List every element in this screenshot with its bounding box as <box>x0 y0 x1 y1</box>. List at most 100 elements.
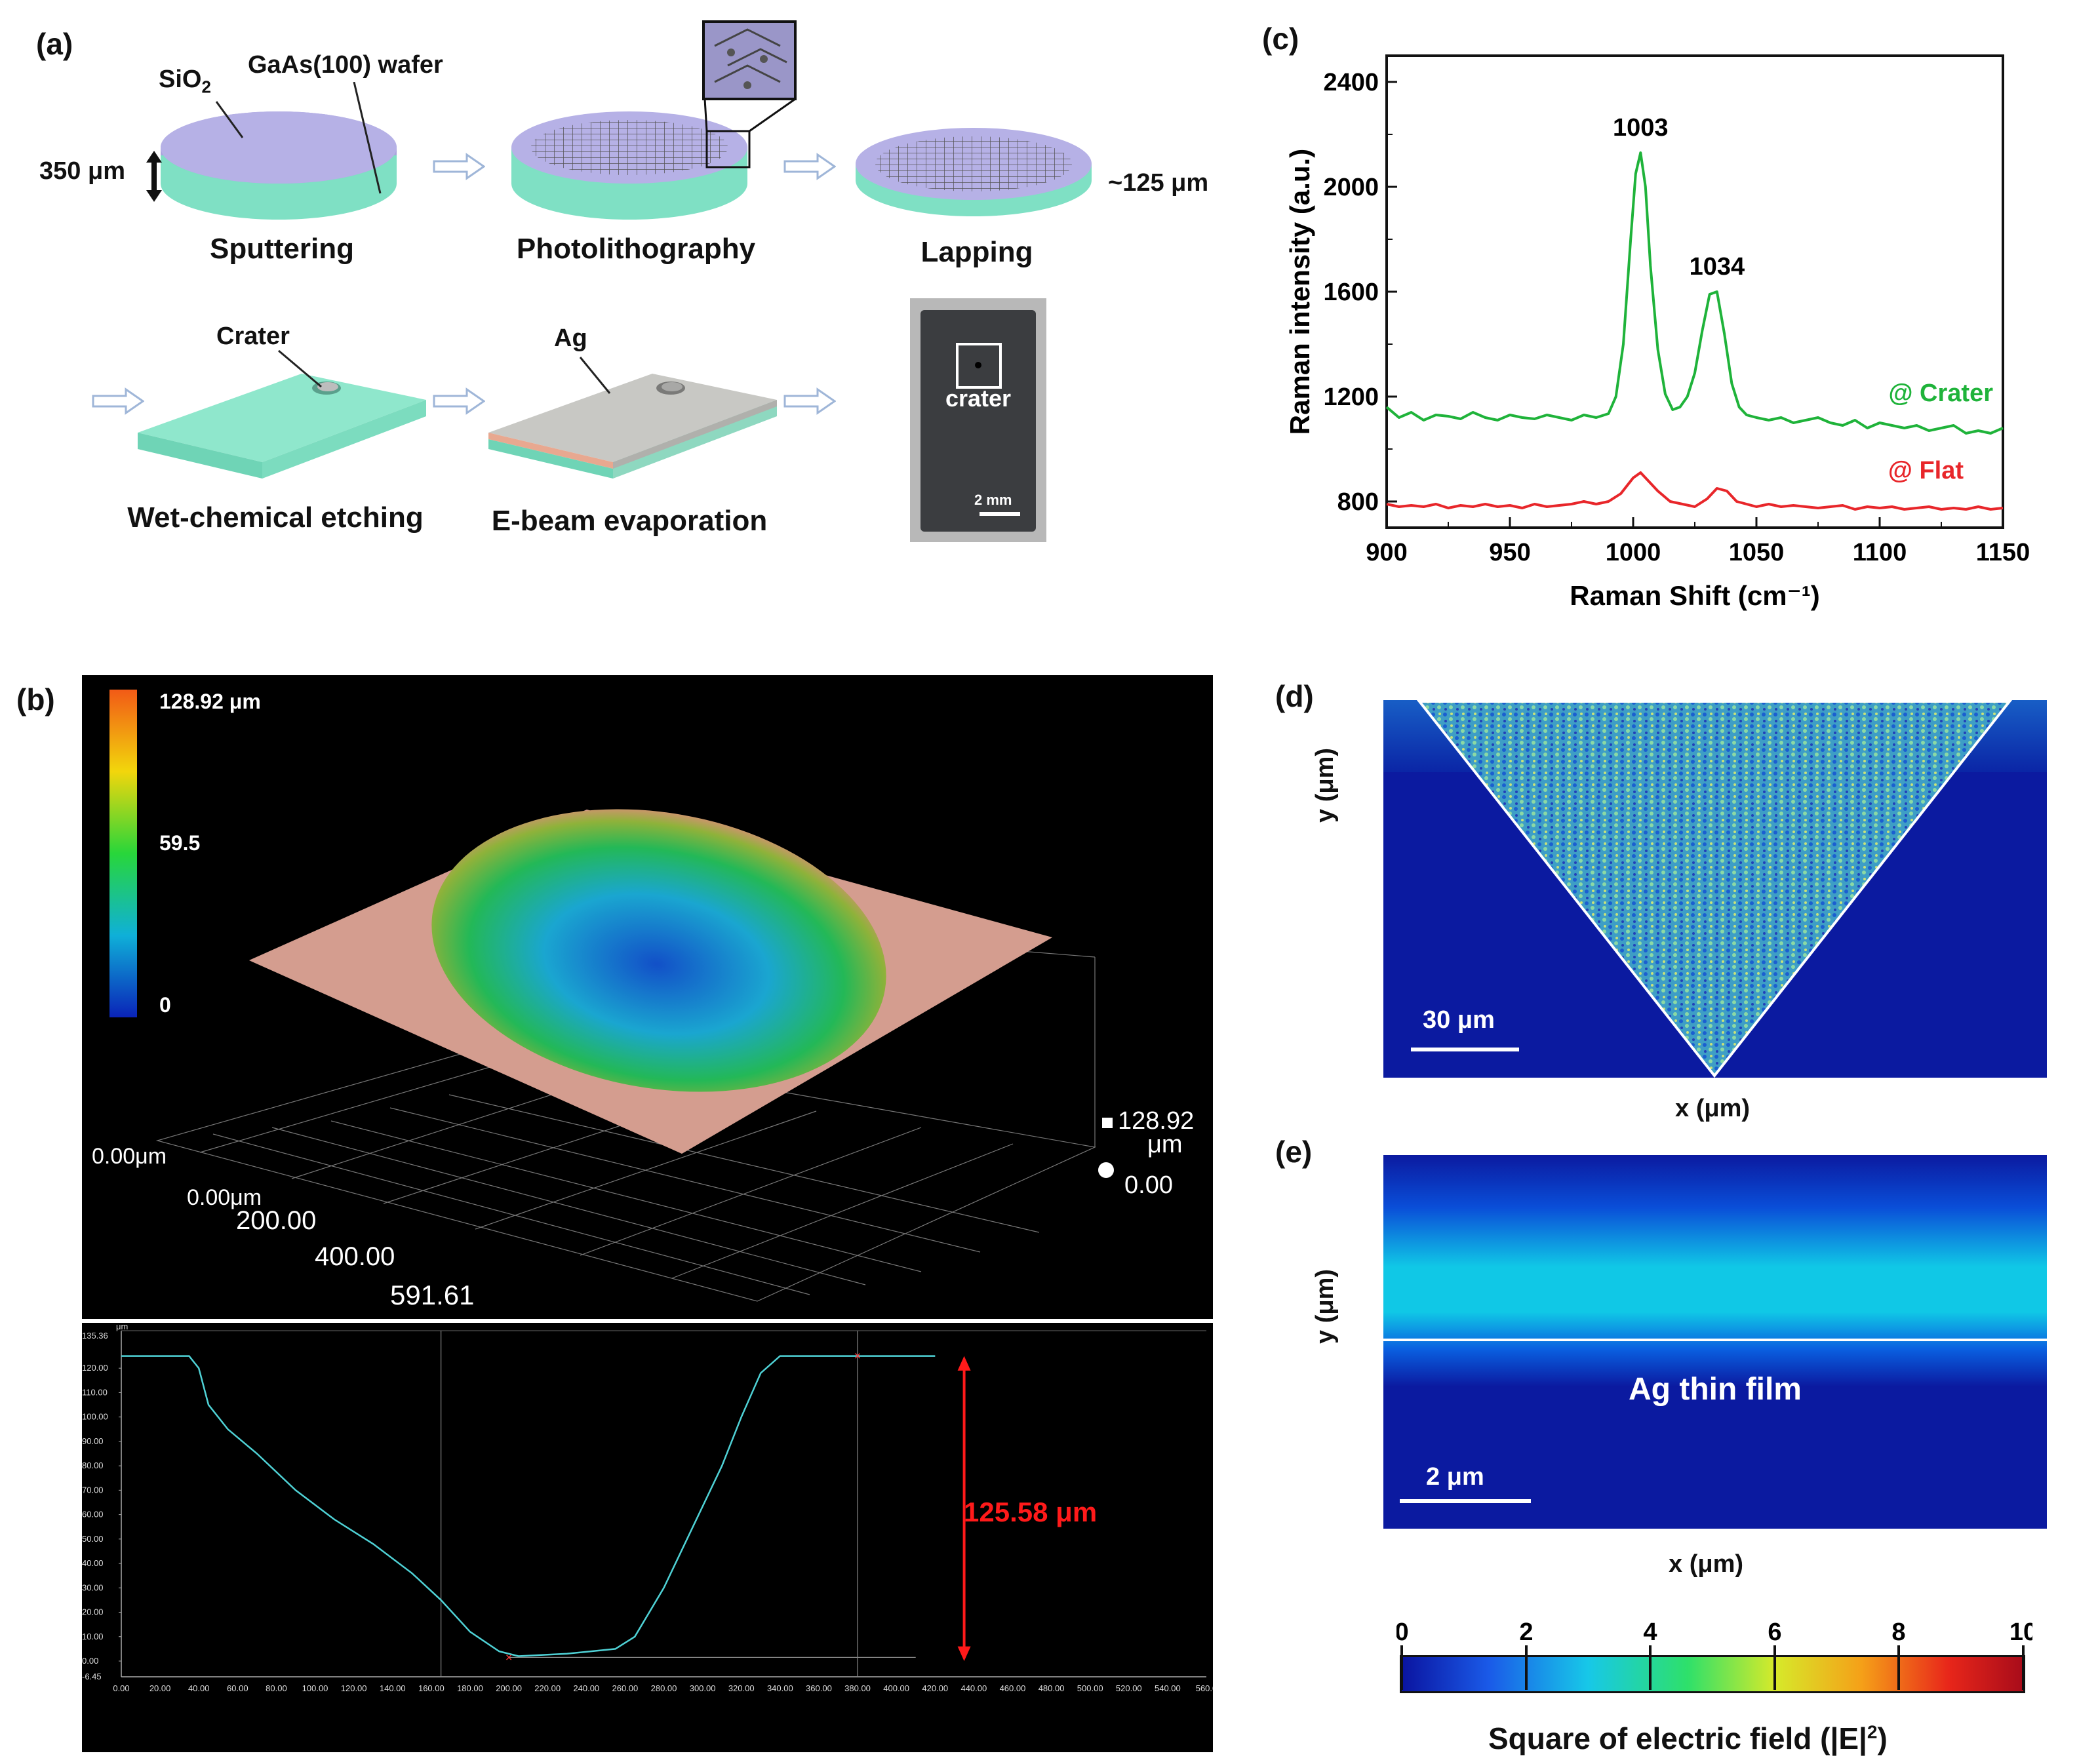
surface-3d-view: 128.92 μm 59.5 0 <box>82 675 1213 1319</box>
step-ebeam: E-beam evaporation <box>491 505 768 537</box>
profile-x-tick: 280.00 <box>651 1683 677 1693</box>
photo-scalebar <box>980 512 1020 516</box>
panel-e-label: (e) <box>1275 1135 1313 1169</box>
wafer-disk-patterned <box>511 111 747 220</box>
profile-x-tick: 160.00 <box>418 1683 445 1693</box>
profile-x-tick: 500.00 <box>1077 1683 1103 1693</box>
cb-tick-8: 8 <box>1891 1618 1905 1646</box>
panel-d-scalebar: 30 μm <box>1423 1006 1495 1034</box>
cb-tick-6: 6 <box>1768 1618 1781 1646</box>
axis-tick-400: 400.00 <box>315 1242 395 1271</box>
panel-a-label: (a) <box>36 27 73 61</box>
height-colorbar <box>109 690 137 1017</box>
panel-e-scalebar: 2 μm <box>1426 1463 1484 1491</box>
profile-y-tick: 120.00 <box>82 1363 108 1373</box>
sio2-label: SiO <box>159 66 202 93</box>
field-map-film: Ag thin film 2 μm <box>1383 1155 2047 1529</box>
step-photolithography: Photolithography <box>516 233 756 265</box>
profile-line <box>121 1355 936 1657</box>
depth-profile-plot: 135.36 μm 120.00 110.00 100.00 90.00 80.00 70.0… <box>82 1323 1213 1693</box>
wafer-disk-lapped <box>856 128 1092 216</box>
series-line-flat <box>1386 471 2004 511</box>
process-arrow-icon <box>783 153 836 180</box>
profile-x-tick: 560.0 <box>1196 1683 1213 1693</box>
y-tick-label: 2400 <box>1323 69 1379 96</box>
profile-x-tick: 360.00 <box>806 1683 832 1693</box>
profile-x-tick: 20.00 <box>149 1683 171 1693</box>
colorbar-mid: 59.5 <box>159 831 201 855</box>
profile-x-tick: 520.00 <box>1116 1683 1142 1693</box>
panel-e-ylabel: y (μm) <box>1311 1268 1339 1344</box>
depth-profile: 135.36 μm 120.00 110.00 100.00 90.00 80.00 70.0… <box>82 1323 1213 1752</box>
field-colorbar-gradient <box>1400 1655 2025 1693</box>
photo-crater-label: crater <box>945 385 1012 412</box>
chip-etched <box>138 374 426 479</box>
colorbar-min: 0 <box>159 993 171 1017</box>
surface-3d-render: 0.00μm 0.00μm 200.00 400.00 591.61 128.9… <box>92 809 1194 1310</box>
crater-label: Crater <box>216 323 290 350</box>
process-arrow-icon <box>433 153 485 180</box>
profile-y-top: 135.36 <box>82 1331 108 1341</box>
profile-y-tick: 20.00 <box>82 1607 104 1617</box>
colorbar-max: 128.92 μm <box>159 690 261 713</box>
step-sputtering: Sputtering <box>210 233 354 265</box>
panel-d-label: (d) <box>1275 679 1314 713</box>
x-tick-label: 1050 <box>1729 539 1785 566</box>
cb-tick-2: 2 <box>1519 1618 1533 1646</box>
film-boundary <box>1383 1339 2047 1341</box>
profile-y-tick: 40.00 <box>82 1558 104 1568</box>
panel-e-xlabel: x (μm) <box>1669 1550 1744 1578</box>
zoom-inset <box>702 20 797 168</box>
profile-unit: μm <box>116 1323 128 1331</box>
ag-leader <box>579 357 611 394</box>
field-colorbar-ticks: 0 2 4 6 8 10 <box>1396 1618 2032 1690</box>
profile-x-tick: 440.00 <box>960 1683 987 1693</box>
profile-x-tick: 120.00 <box>341 1683 367 1693</box>
profile-y-tick: 50.00 <box>82 1534 104 1544</box>
process-arrow-icon <box>92 387 144 415</box>
profile-x-tick: 220.00 <box>534 1683 561 1693</box>
axis-x-origin: 0.00μm <box>92 1144 167 1169</box>
thickness-label: 350 μm <box>39 157 125 185</box>
cb-tick-0: 0 <box>1396 1618 1409 1646</box>
marker-bottom: × <box>505 1651 513 1664</box>
profile-x-tick: 0.00 <box>113 1683 129 1693</box>
axis-tick-200: 200.00 <box>236 1206 316 1235</box>
profile-y-tick: 60.00 <box>82 1510 104 1519</box>
x-tick-label: 1000 <box>1606 539 1661 566</box>
profile-x-tick: 180.00 <box>457 1683 483 1693</box>
profile-y-tick: 90.00 <box>82 1436 104 1446</box>
process-arrow-icon <box>783 387 836 415</box>
profile-x-tick: 460.00 <box>1000 1683 1026 1693</box>
profile-x-tick: 320.00 <box>728 1683 755 1693</box>
profile-x-tick: 100.00 <box>302 1683 328 1693</box>
profile-y-tick: 100.00 <box>82 1412 108 1422</box>
panel-d-ylabel: y (μm) <box>1311 747 1339 823</box>
y-tick-label: 1200 <box>1323 383 1379 411</box>
raman-chart: 900 950 1000 1050 1100 1150 800 1200 1600 2000 240… <box>1284 54 2030 611</box>
profile-x-tick: 480.00 <box>1039 1683 1065 1693</box>
legend-flat: @ Flat <box>1888 457 1964 484</box>
panel-b-label: (b) <box>16 682 55 716</box>
profile-x-tick: 380.00 <box>844 1683 871 1693</box>
panel-d-xlabel: x (μm) <box>1675 1095 1751 1122</box>
field-colorbar-title: Square of electric field (|E|2) <box>1488 1721 1888 1755</box>
profile-y-tick: 0.00 <box>82 1656 98 1666</box>
y-axis-label: Raman intensity (a.u.) <box>1284 149 1315 435</box>
axis-z-bottom: 0.00 <box>1124 1171 1173 1199</box>
marker-top: × <box>854 1350 861 1363</box>
y-tick-label: 800 <box>1337 488 1379 516</box>
y-tick-label: 2000 <box>1323 174 1379 201</box>
field-map-crater <box>1383 700 2047 1078</box>
profile-x-tick: 420.00 <box>922 1683 948 1693</box>
profile-x-tick: 300.00 <box>690 1683 716 1693</box>
profile-y-tick: 80.00 <box>82 1460 104 1470</box>
profile-x-tick: 40.00 <box>188 1683 210 1693</box>
legend-crater: @ Crater <box>1888 380 1993 407</box>
axis-y-origin: 0.00μm <box>187 1185 262 1210</box>
profile-x-tick: 240.00 <box>573 1683 599 1693</box>
profile-x-tick: 340.00 <box>767 1683 793 1693</box>
profile-x-tick: 140.00 <box>380 1683 406 1693</box>
wafer-disk-sputtered <box>161 111 397 220</box>
x-tick-label: 1150 <box>1976 539 2030 566</box>
